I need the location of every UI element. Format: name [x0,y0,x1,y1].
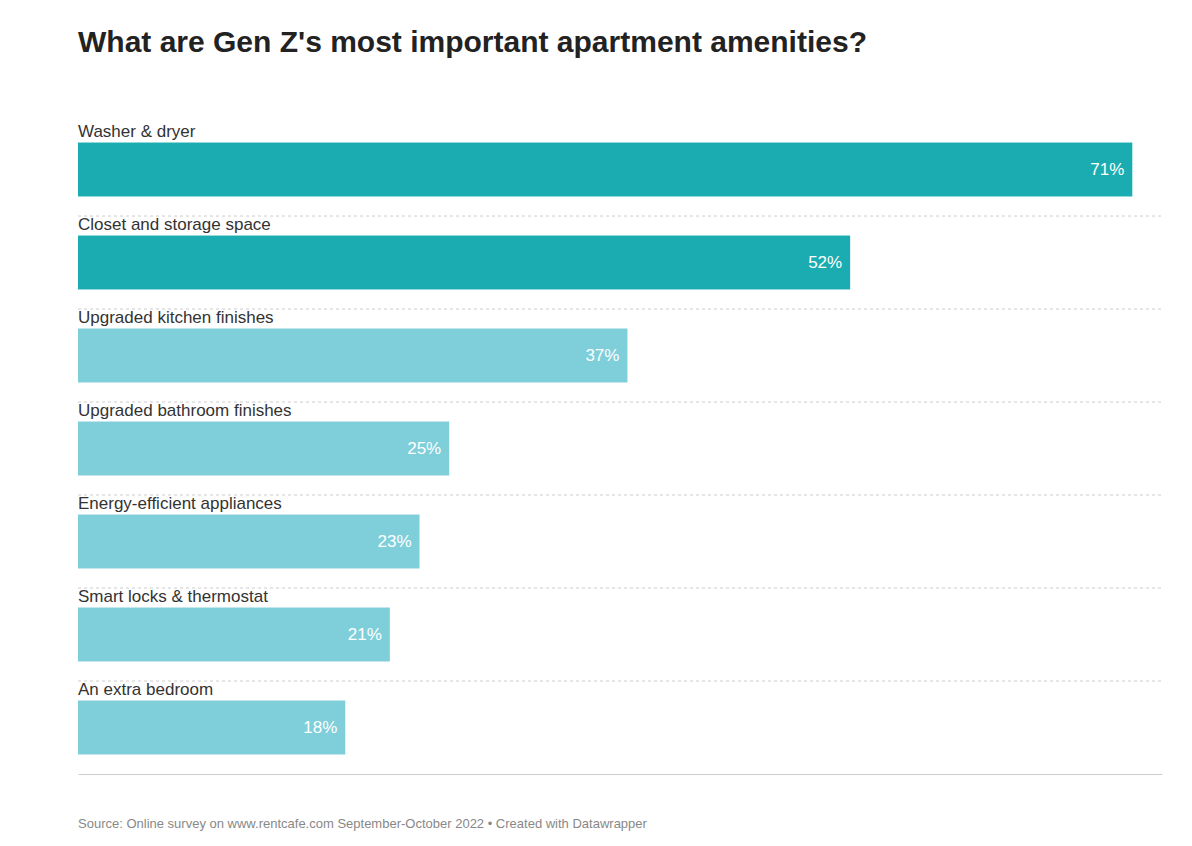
category-labels: Washer & dryer Closet and storage space Up… [78,122,292,699]
bar [78,608,390,662]
x-axis-line [79,774,1163,775]
bar [78,701,345,755]
bar [78,143,1132,197]
bar [78,422,449,476]
bars [78,143,1132,755]
category-label: An extra bedroom [78,680,213,699]
category-label: Smart locks & thermostat [78,587,268,606]
data-label: 21% [348,625,382,644]
category-label: Closet and storage space [78,215,271,234]
title: What are Gen Z's most important apartmen… [78,25,867,58]
data-label: 18% [303,718,337,737]
plot: Washer & dryer Closet and storage space Up… [78,122,1163,775]
category-label: Upgraded bathroom finishes [78,401,292,420]
category-label: Washer & dryer [78,122,196,141]
category-label: Energy-efficient appliances [78,494,282,513]
data-label: 23% [378,532,412,551]
data-label: 37% [585,346,619,365]
x-axis [79,774,1163,775]
data-label: 25% [407,439,441,458]
separators [78,216,1162,681]
chart: What are Gen Z's most important apartmen… [0,0,1192,846]
source-note: Source: Online survey on www.rentcafe.co… [78,816,648,831]
separator [78,681,1162,682]
bar [78,329,627,383]
category-label: Upgraded kitchen finishes [78,308,274,327]
bar [78,236,850,290]
data-labels: 71% 52% 37% 25% 23% 21% 18% [303,160,1124,737]
data-label: 52% [808,253,842,272]
data-label: 71% [1090,160,1124,179]
bar [78,515,420,569]
y-axis [78,170,79,728]
